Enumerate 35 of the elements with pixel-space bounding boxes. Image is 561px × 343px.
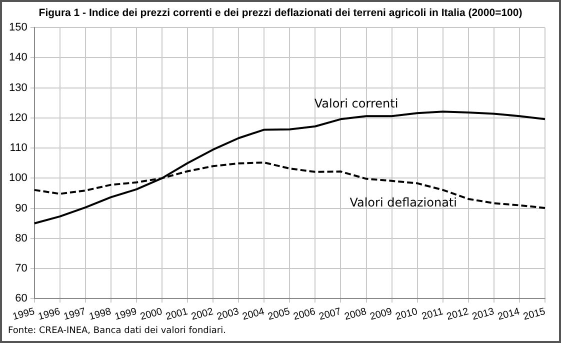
x-tick-label: 2003: [216, 306, 241, 323]
y-tick-label: 70: [15, 262, 28, 275]
chart-title: Figura 1 - Indice dei prezzi correnti e dei prezzi deflazionati dei terreni agricoli in Italia (2000=100): [38, 7, 524, 19]
x-tick-label: 2005: [266, 306, 292, 323]
x-tick-label: 2008: [343, 306, 368, 323]
x-tick-label: 2002: [190, 306, 215, 323]
y-tick-label: 110: [10, 142, 28, 154]
x-tick-label: 2015: [522, 306, 547, 323]
x-tick-label: 2007: [318, 306, 343, 323]
x-tick-label: 2006: [292, 306, 318, 323]
x-tick-label: 2000: [139, 306, 164, 323]
source-note: Fonte: CREA-INEA, Banca dati dei valori fondiari.: [8, 326, 226, 336]
y-tick-label: 150: [8, 22, 28, 34]
x-tick-label: 1996: [37, 306, 62, 323]
x-tick-label: 1999: [114, 306, 138, 323]
x-tick-label: 2009: [368, 306, 394, 323]
x-tick-label: 2013: [471, 306, 496, 323]
y-tick-label: 120: [8, 112, 28, 124]
x-tick-label: 1998: [88, 306, 113, 323]
x-tick-label: 2011: [420, 306, 445, 323]
x-tick-label: 2001: [164, 306, 190, 323]
x-tick-label: 2010: [394, 306, 420, 323]
y-tick-label: 130: [8, 82, 28, 94]
series-label: Valori correnti: [314, 96, 398, 110]
y-tick-label: 90: [15, 202, 28, 214]
x-tick-label: 2012: [446, 306, 470, 323]
x-tick-label: 1997: [62, 306, 88, 323]
series-label: Valori deflazionati: [350, 195, 457, 210]
x-tick-label: 1995: [12, 306, 36, 323]
y-tick-label: 60: [15, 292, 28, 305]
x-tick-label: 2014: [496, 306, 522, 323]
y-tick-label: 140: [8, 52, 28, 64]
y-tick-label: 80: [15, 232, 28, 244]
y-tick-label: 100: [8, 172, 28, 184]
x-tick-label: 2004: [241, 306, 266, 323]
